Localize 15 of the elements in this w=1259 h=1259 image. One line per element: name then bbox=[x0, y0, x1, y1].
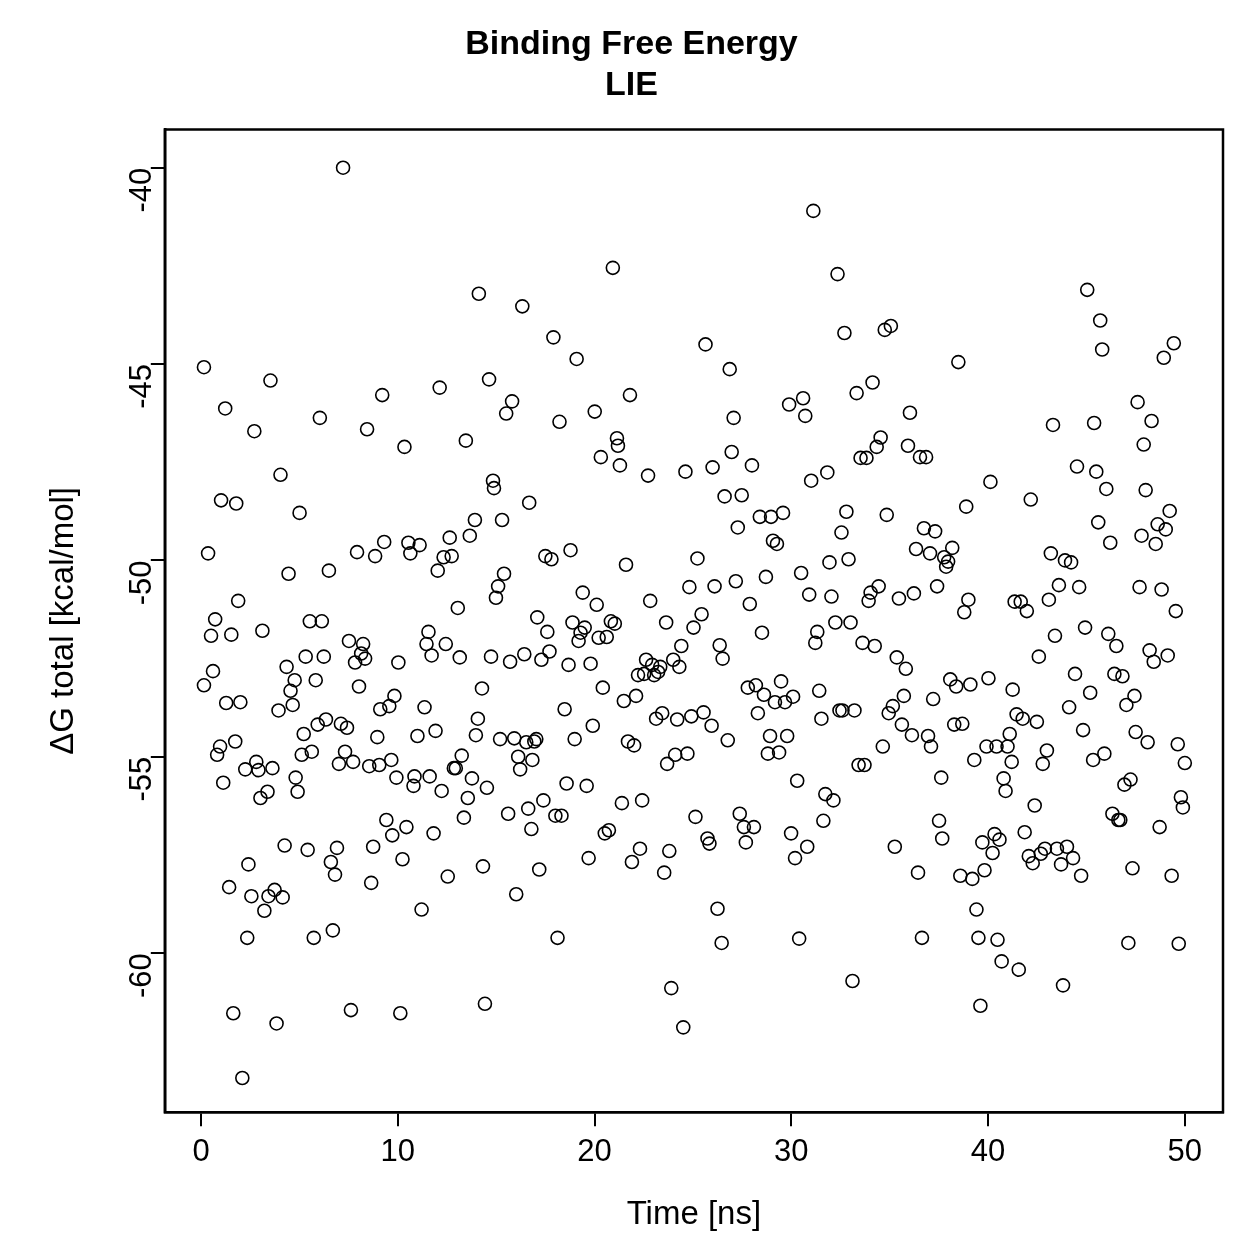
x-tick-label: 20 bbox=[577, 1133, 612, 1169]
x-tick-label: 0 bbox=[192, 1133, 210, 1169]
y-tick-label: -55 bbox=[123, 756, 159, 802]
chart-title: Binding Free Energy bbox=[465, 22, 798, 61]
y-tick-label: -45 bbox=[123, 364, 159, 409]
x-axis-title: Time [ns] bbox=[626, 1194, 762, 1232]
y-tick-label: -40 bbox=[123, 167, 159, 213]
y-tick-label: -50 bbox=[123, 560, 159, 606]
x-tick-label: 10 bbox=[380, 1133, 416, 1169]
y-axis-title: ΔG total [kcal/mol] bbox=[42, 487, 80, 755]
x-tick-label: 40 bbox=[970, 1133, 1006, 1169]
y-tick-label: -60 bbox=[123, 953, 159, 998]
x-tick-label: 50 bbox=[1167, 1133, 1203, 1169]
chart-subtitle: LIE bbox=[605, 63, 658, 102]
x-tick-label: 30 bbox=[774, 1133, 809, 1169]
